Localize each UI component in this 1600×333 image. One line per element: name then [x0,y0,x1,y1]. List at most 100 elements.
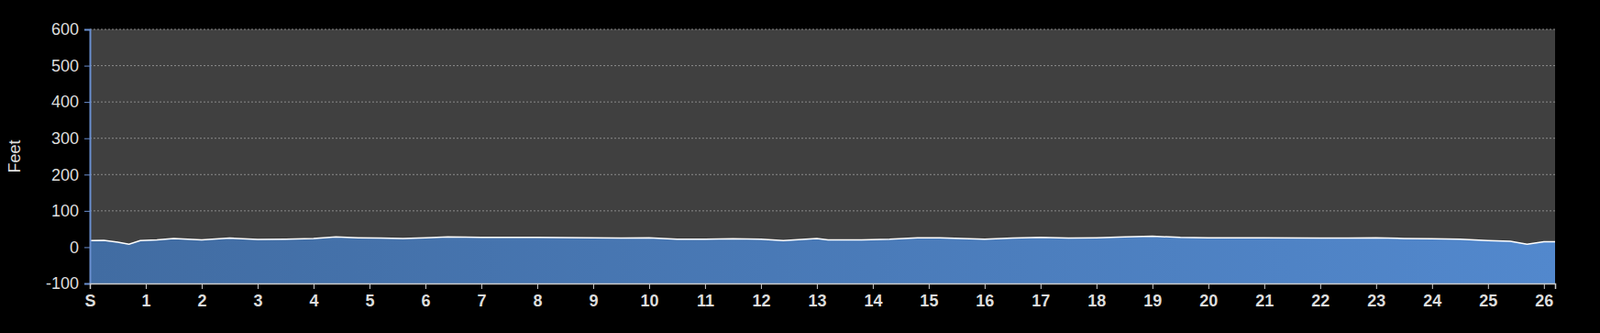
x-tick-label: 12 [751,291,771,310]
x-tick-mark [1432,283,1434,289]
x-tick: 12 [751,283,771,310]
x-tick-mark [1320,283,1322,289]
x-tick-mark [1544,283,1545,289]
y-tick-label: 100 [51,201,79,221]
y-tick: -100 [45,274,90,293]
x-tick: 14 [863,283,883,310]
x-tick: 4 [308,283,319,310]
x-tick-mark [649,283,651,289]
y-tick-mark [84,29,90,31]
x-tick-mark [1096,283,1098,289]
x-tick-mark [201,283,203,289]
x-tick-label: 11 [696,291,715,310]
x-tick-label: 15 [919,291,938,310]
y-axis: -100 0 100 200 300 400 500 600 [45,20,91,293]
grid-line [89,174,1556,176]
x-tick-label: 10 [640,291,659,310]
x-tick: 22 [1311,283,1330,310]
x-tick: 24 [1423,283,1442,310]
marks [89,236,1556,284]
grid-line [89,101,1556,103]
elevation-line [89,236,1556,245]
x-tick-mark [257,283,259,289]
elevation-area [89,236,1556,284]
x-tick-label: 26 [1534,291,1554,310]
x-tick-label: 3 [253,291,263,310]
x-tick-label: 21 [1255,291,1274,310]
y-tick-mark [84,101,90,103]
y-tick-label: 600 [51,20,79,39]
y-tick-label: 500 [51,56,79,76]
x-tick-label: 1 [141,291,151,310]
grid-line [89,65,1556,67]
x-tick-mark [481,283,483,289]
y-tick-mark [84,246,90,248]
x-tick: 3 [253,283,263,310]
x-tick: 2 [197,283,207,310]
x-tick-label: 13 [807,291,827,310]
x-tick: 8 [532,283,542,310]
x-tick-label: 17 [1031,291,1050,310]
x-tick: 6 [420,283,431,310]
y-tick-label: -100 [45,274,79,293]
x-tick: 25 [1478,283,1498,310]
x-tick-label: 18 [1087,291,1106,310]
x-tick: 13 [807,283,827,310]
x-tick: 7 [476,283,486,310]
x-tick: 11 [696,283,715,310]
x-tick: 23 [1367,283,1386,310]
x-tick-mark [984,283,986,289]
x-tick-mark [1152,283,1154,289]
x-tick: 9 [588,283,598,310]
x-tick-label: 5 [364,291,375,310]
x-tick-label: 20 [1199,291,1218,310]
x-tick-mark [928,283,930,289]
y-tick: 400 [51,92,90,111]
y-axis-title: Feet [5,139,24,173]
x-tick: 26 [1534,283,1554,310]
y-tick: 300 [51,129,90,148]
x-tick-mark [425,283,427,289]
x-tick: 5 [364,283,375,310]
x-tick-mark [1208,283,1210,289]
x-tick-mark [313,283,315,289]
x-tick: 16 [975,283,994,310]
x-tick-label: 19 [1143,291,1162,310]
x-tick-mark [816,283,818,289]
grid-line [89,29,1556,31]
y-tick-label: 300 [51,129,79,148]
x-tick-mark [593,283,595,289]
x-tick-label: 4 [308,291,319,310]
grid-line [89,137,1556,139]
y-tick-mark [84,174,90,176]
x-tick-label: 22 [1311,291,1330,310]
x-tick-label: 23 [1367,291,1386,310]
y-tick-label: 0 [69,238,79,257]
x-tick-label: S [84,291,96,310]
x-tick-mark [1376,283,1378,289]
x-tick: 15 [919,283,938,310]
y-tick-label: 400 [51,92,79,111]
x-tick-mark [705,283,707,289]
x-tick-mark [537,283,539,289]
x-tick-mark [369,283,371,289]
y-tick: 100 [51,201,90,221]
x-axis: S123456789101112131415161718192021222324… [84,283,1556,310]
y-tick: 0 [69,238,90,257]
x-tick-mark [1488,283,1490,289]
x-tick-label: 25 [1478,291,1498,310]
y-tick-label: 200 [51,165,79,185]
x-tick-label: 8 [532,291,542,310]
x-tick: S [84,283,96,310]
y-tick-mark [84,283,90,285]
y-tick-mark [84,138,90,140]
y-tick: 600 [51,20,90,39]
x-tick: 18 [1087,283,1106,310]
plot: -1000100200300400500600S1234567891011121… [45,20,1556,310]
x-tick: 19 [1143,283,1162,310]
x-tick-label: 16 [975,291,994,310]
chart: -1000100200300400500600S1234567891011121… [0,0,1600,333]
y-tick: 200 [51,165,90,185]
x-tick-label: 14 [863,291,883,310]
x-tick-mark [1040,283,1042,289]
